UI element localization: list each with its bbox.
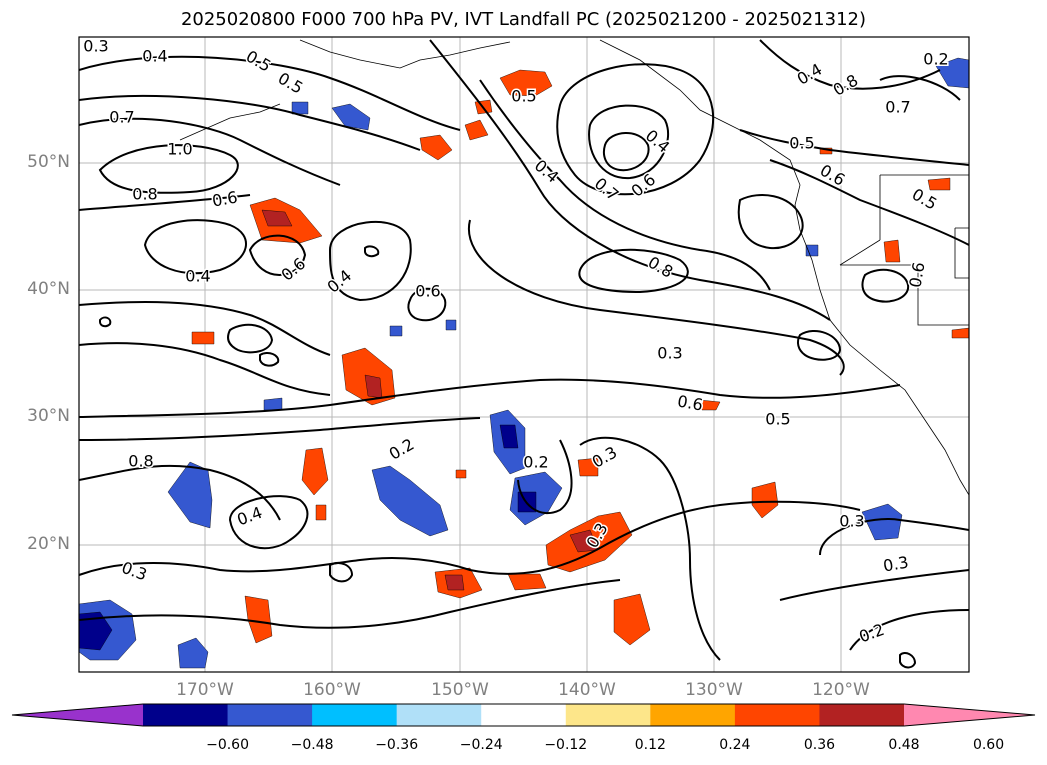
- colorbar-segment: [312, 704, 398, 726]
- lon-label-170w: 170°W: [176, 680, 234, 700]
- colorbar-extend-high: [904, 704, 1035, 726]
- contour-label: 0.5: [789, 134, 814, 153]
- colorbar-tick-label: −0.24: [459, 737, 503, 753]
- contour-label: 0.4: [185, 267, 210, 286]
- colorbar-segment: [734, 704, 820, 726]
- lat-label-50n: 50°N: [27, 152, 70, 172]
- colorbar-segment: [819, 704, 905, 726]
- contour-label: 0.7: [109, 108, 134, 127]
- map-title: 2025020800 F000 700 hPa PV, IVT Landfall…: [180, 9, 867, 30]
- colorbar-segment: [650, 704, 736, 726]
- colorbar-tick-label: 0.24: [719, 737, 751, 753]
- contour-label: 0.5: [765, 410, 790, 429]
- colorbar-tick-label: −0.60: [206, 737, 249, 753]
- contour-label: 0.2: [523, 453, 548, 472]
- lon-label-120w: 120°W: [812, 680, 870, 700]
- colorbar-tick-label: −0.36: [375, 737, 419, 753]
- lon-label-130w: 130°W: [685, 680, 743, 700]
- positive-anomaly: [191, 69, 969, 646]
- lat-label-30n: 30°N: [27, 406, 70, 426]
- lat-label-40n: 40°N: [27, 279, 70, 299]
- colorbar-tick-label: −0.48: [290, 737, 334, 753]
- colorbar-segment: [565, 704, 651, 726]
- contour-label: 0.4: [142, 47, 167, 66]
- colorbar-tick-label: 0.36: [803, 737, 836, 753]
- contour-label: 0.8: [128, 452, 153, 471]
- contour-label: 0.2: [923, 50, 948, 69]
- colorbar-segment: [481, 704, 567, 726]
- colorbar-segment: [227, 704, 313, 726]
- map-background: [79, 37, 969, 672]
- colorbar-outline: [11, 703, 1036, 727]
- contour-label: 0.3: [657, 344, 682, 363]
- pv-contours: [79, 39, 969, 669]
- colorbar-tick-label: −0.12: [544, 737, 588, 753]
- contour-label: 0.3: [839, 512, 864, 531]
- colorbar-tick-label: 0.60: [972, 737, 1005, 753]
- contour-label: 0.6: [415, 282, 440, 301]
- lon-label-160w: 160°W: [303, 680, 361, 700]
- contour-label: 1.0: [167, 140, 192, 159]
- lat-label-20n: 20°N: [27, 534, 70, 554]
- colorbar-extend-low: [12, 704, 143, 726]
- colorbar-segment: [143, 704, 229, 726]
- contour-label: 0.7: [885, 98, 910, 117]
- contour-label: 0.6: [676, 391, 704, 414]
- contour-label: 0.5: [511, 87, 536, 106]
- colorbar-tick-label: 0.48: [888, 737, 920, 753]
- colorbar: [11, 703, 1036, 727]
- colorbar-tick-label: 0.12: [634, 737, 666, 753]
- map-frame: [78, 36, 970, 673]
- lon-label-150w: 150°W: [431, 680, 489, 700]
- contour-label: 0.8: [132, 185, 157, 204]
- lon-label-140w: 140°W: [558, 680, 616, 700]
- colorbar-segment: [396, 704, 482, 726]
- contour-label: 0.3: [83, 37, 108, 56]
